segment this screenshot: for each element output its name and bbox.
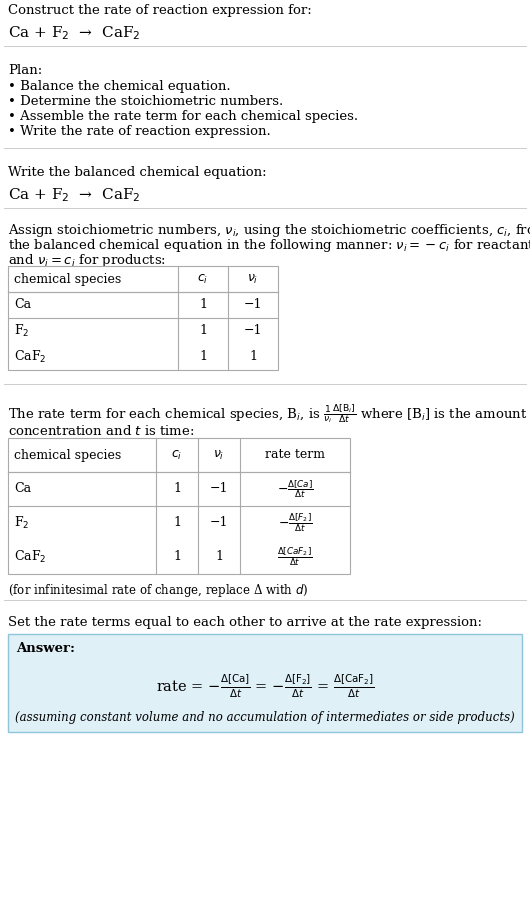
Text: Assign stoichiometric numbers, $\nu_i$, using the stoichiometric coefficients, $: Assign stoichiometric numbers, $\nu_i$, … [8, 222, 530, 239]
Text: Ca: Ca [14, 298, 31, 311]
Text: Ca: Ca [14, 482, 31, 496]
Bar [8, 438, 350, 574]
Text: Ca + F$_2$  →  CaF$_2$: Ca + F$_2$ → CaF$_2$ [8, 24, 140, 42]
Text: • Assemble the rate term for each chemical species.: • Assemble the rate term for each chemic… [8, 110, 358, 123]
Text: CaF$_2$: CaF$_2$ [14, 549, 47, 565]
Text: Answer:: Answer: [16, 642, 75, 655]
Text: $c_i$: $c_i$ [171, 449, 183, 461]
Text: −1: −1 [244, 298, 262, 311]
Text: CaF$_2$: CaF$_2$ [14, 349, 47, 365]
Text: Set the rate terms equal to each other to arrive at the rate expression:: Set the rate terms equal to each other t… [8, 616, 482, 629]
Text: $c_i$: $c_i$ [197, 272, 209, 286]
Text: • Determine the stoichiometric numbers.: • Determine the stoichiometric numbers. [8, 95, 283, 108]
Text: rate term: rate term [265, 449, 325, 461]
Text: Write the balanced chemical equation:: Write the balanced chemical equation: [8, 166, 267, 179]
Text: chemical species: chemical species [14, 449, 121, 461]
Text: Ca + F$_2$  →  CaF$_2$: Ca + F$_2$ → CaF$_2$ [8, 186, 140, 204]
Text: and $\nu_i = c_i$ for products:: and $\nu_i = c_i$ for products: [8, 252, 166, 269]
Text: $\frac{\Delta[CaF_2]}{\Delta t}$: $\frac{\Delta[CaF_2]}{\Delta t}$ [277, 546, 313, 569]
Text: 1: 1 [199, 298, 207, 311]
Text: −1: −1 [210, 517, 228, 530]
Text: the balanced chemical equation in the following manner: $\nu_i = -c_i$ for react: the balanced chemical equation in the fo… [8, 237, 530, 254]
Text: 1: 1 [199, 325, 207, 338]
Text: −1: −1 [244, 325, 262, 338]
Text: F$_2$: F$_2$ [14, 515, 29, 531]
Text: $\nu_i$: $\nu_i$ [248, 272, 259, 286]
Text: • Write the rate of reaction expression.: • Write the rate of reaction expression. [8, 125, 271, 138]
Text: F$_2$: F$_2$ [14, 323, 29, 339]
Text: $-\frac{\Delta[F_2]}{\Delta t}$: $-\frac{\Delta[F_2]}{\Delta t}$ [278, 511, 312, 534]
Text: $\nu_i$: $\nu_i$ [213, 449, 225, 461]
Text: 1: 1 [215, 551, 223, 563]
Text: Construct the rate of reaction expression for:: Construct the rate of reaction expressio… [8, 4, 312, 17]
Text: concentration and $t$ is time:: concentration and $t$ is time: [8, 424, 195, 438]
Text: (assuming constant volume and no accumulation of intermediates or side products): (assuming constant volume and no accumul… [15, 712, 515, 724]
Text: The rate term for each chemical species, B$_i$, is $\frac{1}{\nu_i}\frac{\Delta[: The rate term for each chemical species,… [8, 402, 527, 425]
Text: 1: 1 [173, 551, 181, 563]
Text: $-\frac{\Delta[Ca]}{\Delta t}$: $-\frac{\Delta[Ca]}{\Delta t}$ [277, 478, 313, 500]
Text: 1: 1 [173, 482, 181, 496]
Text: chemical species: chemical species [14, 272, 121, 286]
Text: 1: 1 [173, 517, 181, 530]
Text: • Balance the chemical equation.: • Balance the chemical equation. [8, 80, 231, 93]
Text: 1: 1 [199, 350, 207, 363]
Text: rate = $-\frac{\Delta[\mathrm{Ca}]}{\Delta t}$ = $-\frac{\Delta[\mathrm{F_2}]}{\: rate = $-\frac{\Delta[\mathrm{Ca}]}{\Del… [156, 672, 374, 700]
Bar [8, 266, 278, 370]
Text: Plan:: Plan: [8, 64, 42, 77]
FancyBboxPatch shape [8, 634, 522, 732]
Text: 1: 1 [249, 350, 257, 363]
Text: −1: −1 [210, 482, 228, 496]
Text: (for infinitesimal rate of change, replace Δ with $d$): (for infinitesimal rate of change, repla… [8, 582, 308, 599]
